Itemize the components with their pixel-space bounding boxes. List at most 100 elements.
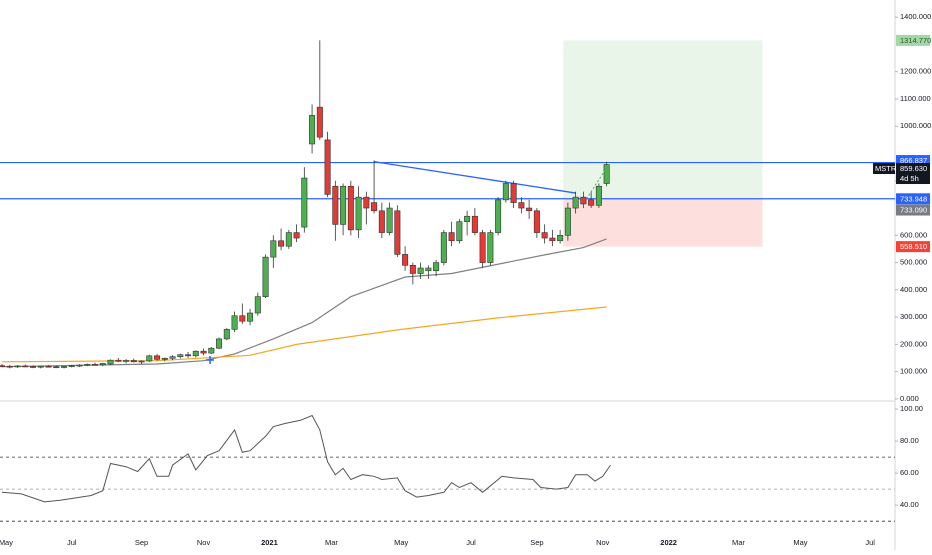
x-tick-label: Sep: [530, 538, 543, 547]
candle-body: [293, 232, 300, 239]
y-tick-label: 1100.000: [900, 94, 931, 103]
candle-body: [378, 210, 385, 233]
y-tick-label: 100.00: [900, 404, 923, 413]
y-tick-label: 200.000: [900, 339, 927, 348]
x-tick-label: Jul: [466, 538, 476, 547]
candle-body: [192, 350, 199, 357]
trendline: [373, 161, 576, 194]
candle-body: [92, 363, 99, 366]
moving-average: [1, 238, 607, 368]
y-tick-label: 0.000: [900, 394, 919, 403]
x-tick-label: Mar: [732, 538, 745, 547]
candle-body: [154, 355, 161, 360]
y-tick-label: 600.000: [900, 230, 927, 239]
x-tick-label: Jul: [865, 538, 875, 547]
candle-body: [541, 232, 548, 239]
countdown: 4d 5h: [900, 174, 919, 183]
candle-body: [68, 365, 75, 367]
candle-body: [557, 235, 564, 242]
y-tick-label: 400.000: [900, 285, 927, 294]
candle-body: [309, 115, 316, 145]
x-tick-label: Jul: [67, 538, 77, 547]
candle-body: [278, 240, 285, 247]
x-tick-label: May: [394, 538, 408, 547]
candle-body: [456, 221, 463, 242]
candle-body: [22, 365, 29, 368]
x-tick-label: Nov: [197, 538, 211, 547]
y-tick-label: 1400.000: [900, 12, 931, 21]
x-tick-label: May: [0, 538, 13, 547]
target-label-box: [896, 34, 930, 46]
candle-body: [37, 365, 44, 368]
reference-label-box: [896, 204, 930, 216]
candle-body: [440, 232, 447, 263]
reference-label: 733.090: [900, 206, 927, 215]
candle-body: [130, 360, 137, 363]
candle-body: [502, 183, 509, 201]
candle-body: [270, 240, 277, 258]
target-label: 1314.770: [900, 36, 931, 45]
candle-body: [61, 366, 68, 368]
last-price-box: [896, 163, 930, 185]
candle-body: [239, 315, 246, 322]
level-label-box: [896, 193, 930, 205]
candle-body: [14, 365, 21, 368]
candle-body: [479, 232, 486, 263]
candle-body: [355, 196, 362, 231]
y-tick-label: 60.00: [900, 468, 919, 477]
candle-body: [185, 354, 192, 357]
candle-body: [262, 256, 269, 297]
candle-body: [231, 315, 238, 330]
x-tick-label: 2021: [261, 538, 278, 547]
candle-body: [363, 196, 370, 209]
y-tick-label: 1200.000: [900, 67, 931, 76]
projection: [586, 164, 610, 200]
candle-body: [169, 356, 176, 359]
candle-body: [200, 350, 207, 354]
candle-body: [6, 365, 13, 368]
level-label: 733.948: [900, 194, 927, 203]
candle-body: [340, 185, 347, 225]
candle-body: [495, 199, 502, 233]
candle-body: [0, 365, 6, 367]
x-tick-label: Nov: [596, 538, 610, 547]
candle-body: [347, 185, 354, 231]
candle-body: [138, 360, 145, 363]
candle-body: [580, 196, 587, 205]
crosshair-marker: [206, 356, 214, 364]
candle-body: [572, 196, 579, 209]
candle-body: [471, 215, 478, 233]
stop-label: 558.510: [900, 242, 927, 251]
candle-body: [254, 296, 261, 314]
plot-layer: 0.000 100.000 200.000 300.000 400.000 500.000…: [0, 12, 931, 547]
y-tick-label: 40.00: [900, 500, 919, 509]
x-tick-label: 2022: [660, 538, 677, 547]
symbol-tag-box: [873, 163, 895, 175]
candle-body: [464, 215, 471, 222]
candle-body: [107, 359, 114, 365]
candle-body: [76, 364, 83, 367]
candle-body: [247, 312, 254, 322]
candle-body: [394, 210, 401, 255]
candle-body: [53, 366, 60, 369]
y-tick-label: 500.000: [900, 258, 927, 267]
symbol-tag: MSTR: [875, 164, 897, 173]
candle-body: [526, 207, 533, 212]
candle-body: [285, 232, 292, 247]
stop-zone: [563, 198, 763, 247]
candle-body: [549, 237, 556, 242]
candle-body: [161, 357, 168, 360]
candle-body: [386, 207, 393, 233]
candle-body: [216, 338, 223, 349]
level-label-box: [896, 155, 930, 167]
candle-body: [146, 355, 153, 362]
candle-body: [564, 207, 571, 236]
y-tick-label: 100.000: [900, 367, 927, 376]
candle-body: [487, 232, 494, 263]
level-label: 866.837: [900, 156, 927, 165]
candle-body: [433, 262, 440, 272]
candle-body: [425, 267, 432, 272]
rsi-line: [1, 414, 611, 503]
candle-body: [402, 254, 409, 266]
